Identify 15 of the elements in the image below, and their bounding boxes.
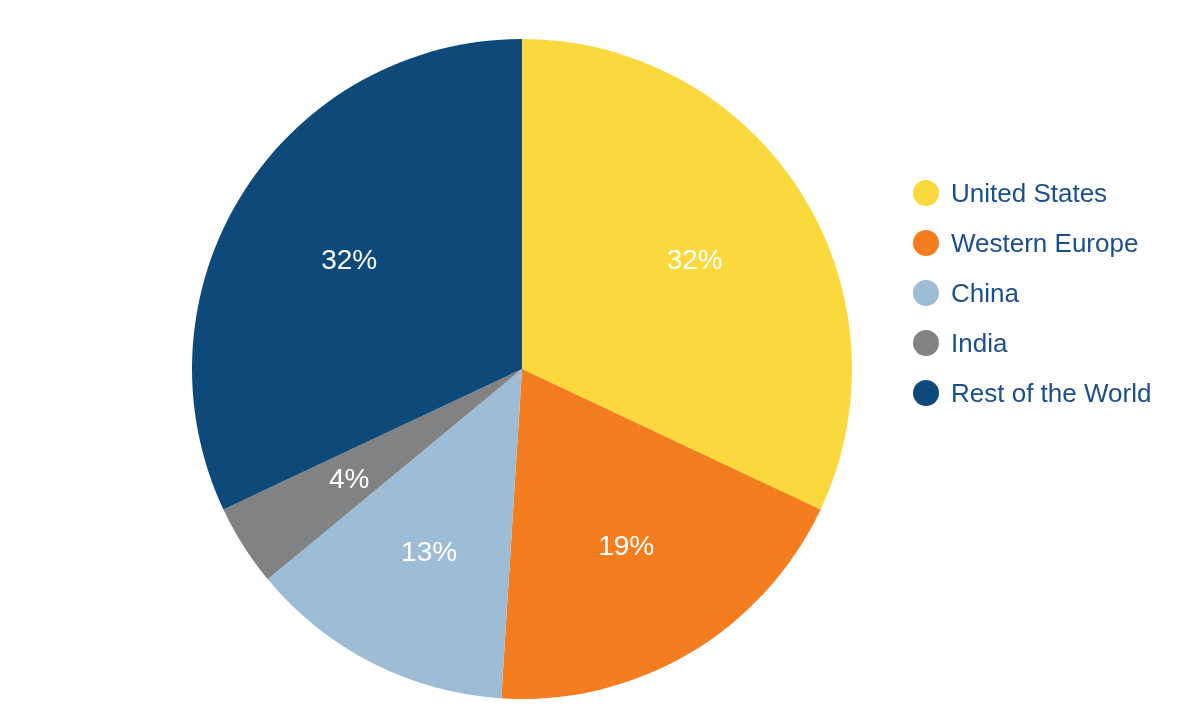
data-label: 13%	[401, 535, 458, 567]
pie-slice	[267, 369, 522, 699]
pie-slice	[501, 369, 821, 699]
legend-label: India	[951, 327, 1008, 359]
data-label: 32%	[666, 243, 723, 275]
legend-label: Western Europe	[951, 227, 1139, 259]
pie-slice	[192, 39, 522, 510]
legend-label: United States	[951, 177, 1108, 209]
legend-label: Rest of the World	[951, 377, 1152, 409]
legend-label: China	[951, 277, 1019, 309]
data-label: 19%	[598, 529, 655, 561]
data-label: 4%	[329, 463, 370, 495]
data-label: 32%	[321, 243, 378, 275]
pie-slice	[223, 369, 522, 580]
pie-slice	[522, 39, 852, 510]
